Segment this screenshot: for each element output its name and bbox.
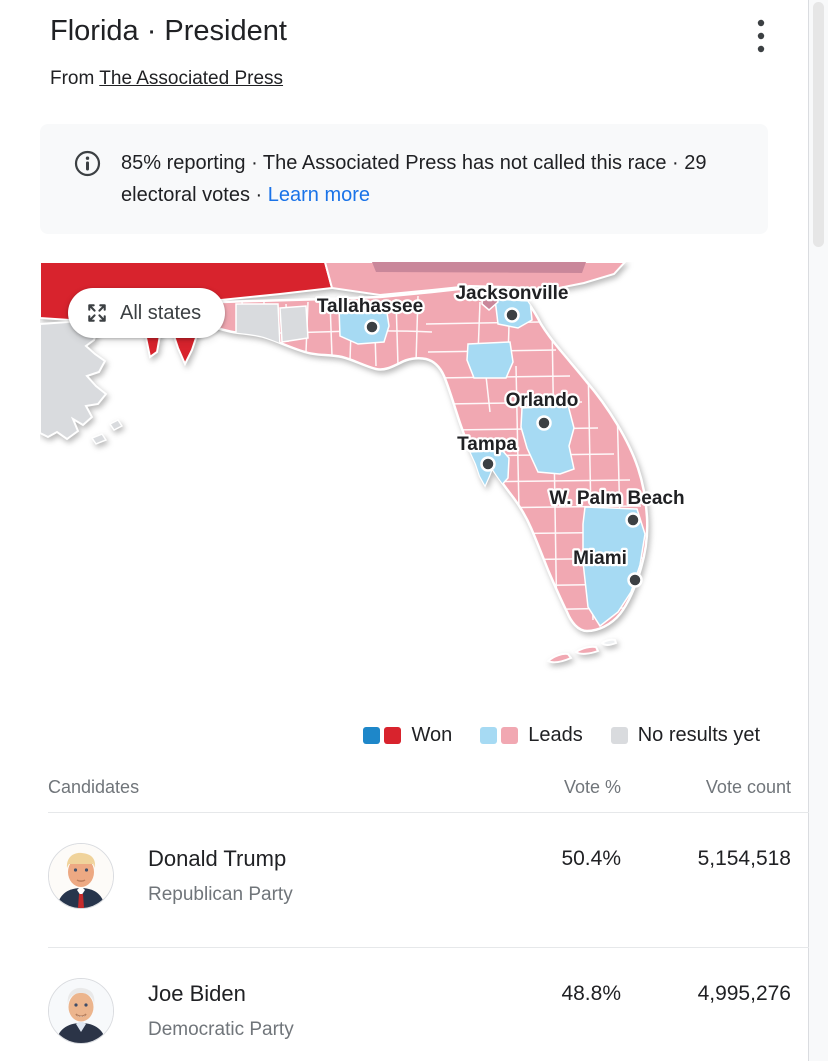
legend-no-results: No results yet (610, 724, 760, 747)
learn-more-link[interactable]: Learn more (267, 184, 371, 206)
candidate-name: Donald Trump (148, 846, 287, 871)
candidate-name: Joe Biden (148, 981, 246, 1006)
legend-leads: Leads (480, 724, 583, 747)
city-label: Miami (573, 548, 627, 569)
city-label: Tallahassee (317, 296, 423, 317)
all-states-label: All states (120, 301, 202, 324)
vote-count-value: 5,154,518 (697, 847, 791, 870)
candidate-row-biden: Joe Biden Democratic Party 48.8% 4,995,2… (48, 948, 809, 1061)
joe-biden-avatar (48, 978, 114, 1044)
kebab-icon (757, 19, 765, 53)
city-label: Orlando (506, 390, 579, 411)
no-results-swatch (610, 727, 628, 744)
donald-trump-avatar (48, 843, 114, 909)
county-no-results (235, 303, 281, 351)
info-icon (74, 150, 101, 177)
source-line: From The Associated Press (50, 68, 808, 90)
col-candidates: Candidates (48, 777, 140, 797)
city-dots (364, 307, 643, 588)
map-legend: Won Leads No results yet (0, 724, 760, 747)
source-prefix: From (50, 68, 100, 89)
election-result-card: Florida · President From The Associated … (0, 0, 809, 1061)
all-states-button[interactable]: All states (68, 288, 226, 338)
notice-text: 85% reporting · The Associated Press has… (121, 152, 707, 206)
vote-count-value: 4,995,276 (697, 982, 791, 1005)
candidate-row-trump: Donald Trump Republican Party 50.4% 5,15… (48, 813, 809, 948)
source-link[interactable]: The Associated Press (99, 68, 284, 89)
county-orlando (520, 404, 575, 475)
florida-county-map[interactable]: Tallahassee Jacksonville Orlando Tampa W… (40, 262, 790, 702)
page-title: Florida · President (50, 15, 287, 47)
more-options-button[interactable] (750, 12, 772, 60)
won-dem-swatch (363, 727, 381, 744)
expand-arrows-icon (88, 304, 106, 322)
city-label: Jacksonville (455, 283, 568, 304)
leads-dem-swatch (480, 727, 498, 744)
leads-gop-swatch (501, 727, 519, 744)
candidate-info: Joe Biden Democratic Party (148, 978, 501, 1041)
city-labels: Tallahassee Jacksonville Orlando Tampa W… (315, 281, 687, 572)
results-table: Candidates Vote % Vote count Do (48, 777, 809, 1061)
city-label: Tampa (457, 434, 517, 455)
reporting-notice: 85% reporting · The Associated Press has… (40, 124, 768, 234)
scrollbar-track[interactable] (809, 0, 828, 1061)
county-southeast (582, 506, 646, 628)
won-gop-swatch (384, 727, 402, 744)
card-header: Florida · President (0, 0, 808, 60)
results-table-header: Candidates Vote % Vote count (48, 777, 809, 813)
scrollbar-thumb[interactable] (813, 2, 824, 247)
candidate-info: Donald Trump Republican Party (148, 843, 501, 906)
col-vote-pct: Vote % (563, 777, 621, 797)
legend-won: Won (363, 724, 452, 747)
vote-pct-value: 50.4% (561, 847, 621, 870)
candidate-party: Democratic Party (148, 1019, 294, 1040)
vote-pct-value: 48.8% (561, 982, 621, 1005)
county-gainesville (466, 341, 514, 379)
county-tallahassee (338, 305, 390, 345)
candidate-party: Republican Party (148, 884, 293, 905)
col-vote-count: Vote count (705, 777, 791, 797)
florida-keys (546, 652, 573, 664)
florida-state-shape (207, 286, 649, 633)
city-label: W. Palm Beach (549, 488, 684, 509)
